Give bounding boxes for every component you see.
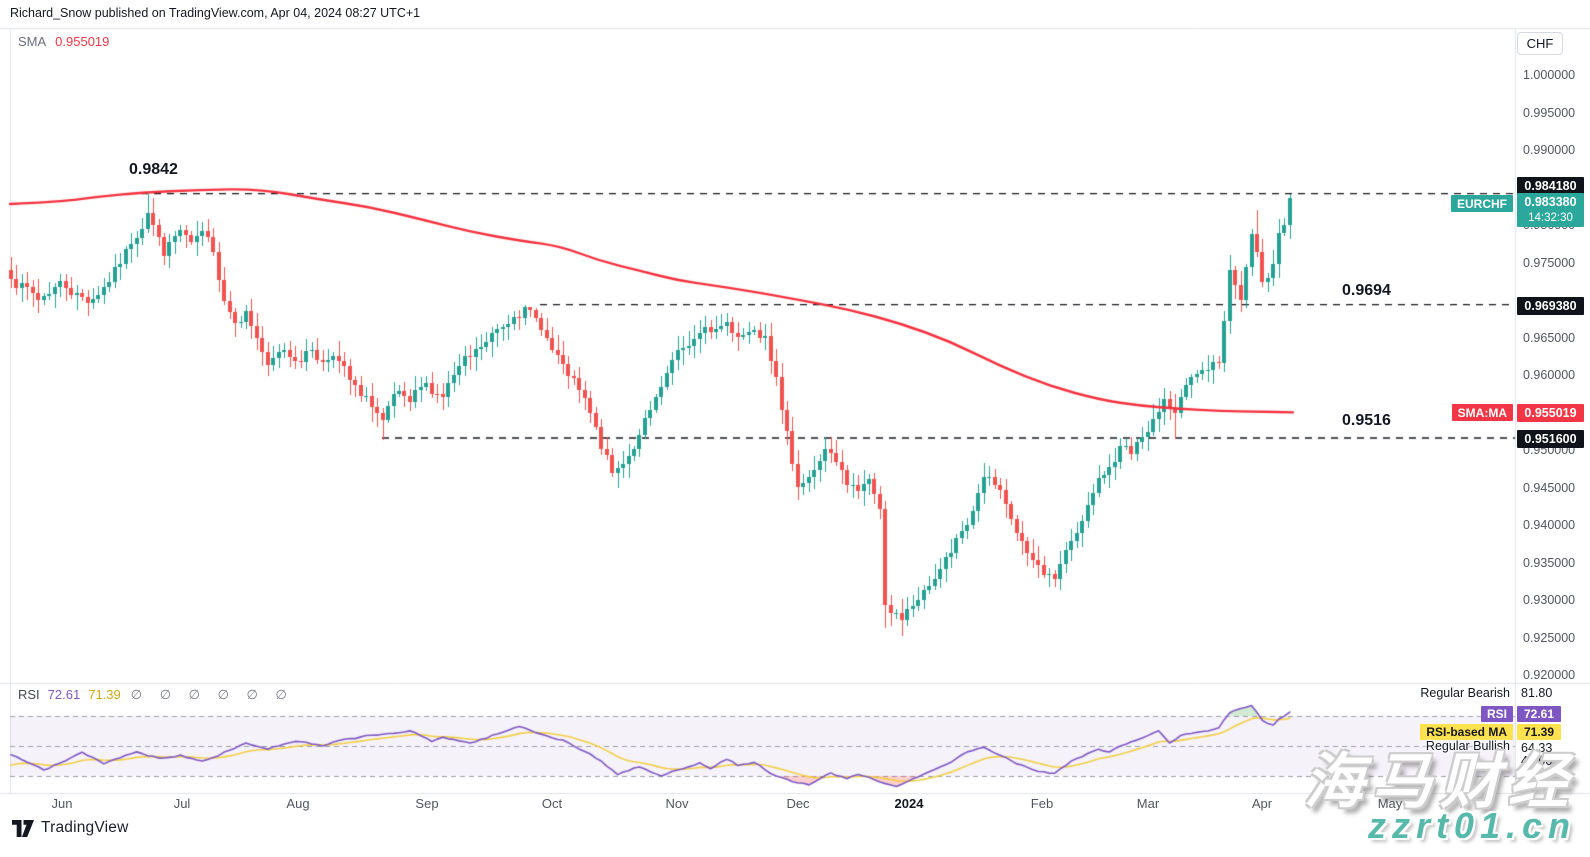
month-label[interactable]: Mar <box>1136 796 1160 811</box>
month-label[interactable]: Jul <box>173 796 191 811</box>
rsi-axis-label-badge[interactable]: RSI <box>1480 706 1513 722</box>
sma-legend[interactable]: SMA 0.955019 <box>18 34 109 49</box>
month-label[interactable]: Apr <box>1251 796 1273 811</box>
rsi-legend-params: ∅ ∅ ∅ ∅ ∅ ∅ <box>130 687 294 702</box>
sma-axis-label-badge[interactable]: SMA:MA <box>1451 404 1513 421</box>
rsi-legend-value: 72.61 <box>47 687 81 702</box>
rsi-ma-axis-label-badge[interactable]: RSI-based MA <box>1420 724 1513 740</box>
price-tick: 0.990000 <box>1523 143 1576 157</box>
currency-button[interactable]: CHF <box>1517 32 1563 55</box>
rsi-axis-extra-value: 40.00 <box>1521 754 1553 768</box>
rsi-ma-axis-value-badge: 71.39 <box>1517 724 1561 740</box>
byline: Richard_Snow published on TradingView.co… <box>10 6 421 20</box>
rsi-axis-value-badge: 72.61 <box>1517 706 1561 722</box>
month-label[interactable]: Nov <box>665 796 689 811</box>
regular-bullish-label: Regular Bullish <box>1425 739 1510 753</box>
sma-legend-value: 0.955019 <box>55 34 110 49</box>
price-tick: 0.925000 <box>1523 630 1576 645</box>
regular-bearish-value: 81.80 <box>1521 686 1553 700</box>
month-label[interactable]: Aug <box>286 796 310 811</box>
regular-bearish-label: Regular Bearish <box>1420 686 1510 700</box>
rsi-legend[interactable]: RSI 72.61 71.39 ∅ ∅ ∅ ∅ ∅ ∅ <box>18 687 294 703</box>
month-label[interactable]: Jun <box>51 796 73 811</box>
last-price-badge: 0.983380 14:32:30 <box>1517 193 1584 227</box>
price-tick: 0.945000 <box>1523 480 1576 495</box>
price-tick: 0.920000 <box>1523 668 1576 682</box>
price-badge-mid: 0.969380 <box>1517 297 1584 315</box>
month-label[interactable]: Oct <box>541 796 563 811</box>
price-tick: 0.965000 <box>1523 330 1576 345</box>
price-tick: 0.960000 <box>1523 368 1576 382</box>
price-tick: 0.975000 <box>1523 255 1576 270</box>
tradingview-logo-icon <box>12 819 34 837</box>
watermark-cn: 海马财经 <box>1304 748 1576 815</box>
price-tick: 1.000000 <box>1523 68 1576 82</box>
rsi-ma-legend-value: 71.39 <box>88 687 121 702</box>
rsi-legend-label: RSI <box>18 687 40 702</box>
tradingview-logo[interactable]: TradingView <box>12 819 129 837</box>
sma-axis-value-badge: 0.955019 <box>1517 404 1584 422</box>
symbol-badge[interactable]: EURCHF <box>1451 195 1513 212</box>
month-label[interactable]: May <box>1377 796 1403 811</box>
month-label[interactable]: Sep <box>415 796 439 811</box>
sma-legend-label: SMA <box>18 34 47 49</box>
last-price-value: 0.983380 <box>1524 195 1577 209</box>
month-label[interactable]: Dec <box>786 796 810 811</box>
price-tick: 0.930000 <box>1523 593 1576 607</box>
price-tick: 0.940000 <box>1523 518 1576 532</box>
month-label[interactable]: Feb <box>1030 796 1054 811</box>
countdown-timer: 14:32:30 <box>1528 211 1573 224</box>
level-label-low: 0.9516 <box>1342 412 1391 429</box>
level-label-high: 0.9842 <box>129 161 178 178</box>
regular-bullish-value: 64.33 <box>1521 741 1553 755</box>
price-tick: 0.995000 <box>1523 105 1576 120</box>
watermark-url: zzrt01.cn <box>1367 805 1576 846</box>
price-badge-low: 0.951600 <box>1517 430 1584 448</box>
tradingview-logo-text: TradingView <box>41 819 129 836</box>
price-badge-high: 0.984180 <box>1517 177 1584 195</box>
level-label-mid: 0.9694 <box>1342 282 1391 299</box>
month-label[interactable]: 2024 <box>894 796 924 811</box>
price-tick: 0.935000 <box>1523 555 1576 570</box>
